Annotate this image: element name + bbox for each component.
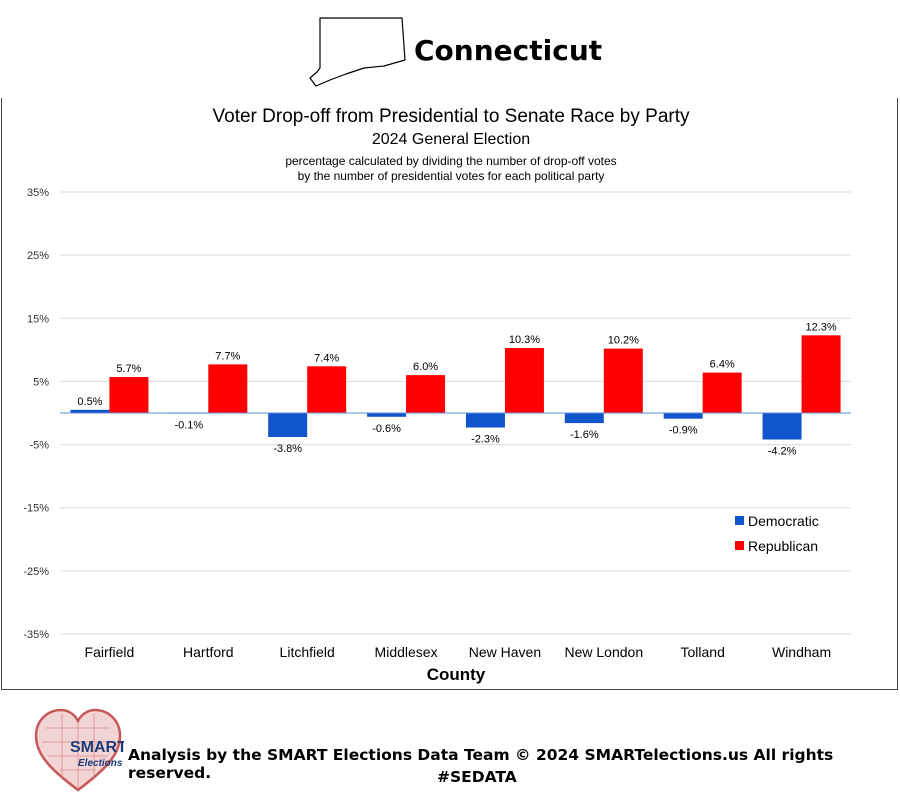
- bar-democratic: [465, 413, 505, 428]
- chart-frame: Voter Drop-off from Presidential to Sena…: [1, 98, 898, 690]
- data-label-republican: 6.4%: [710, 359, 735, 371]
- data-label-republican: 7.4%: [314, 352, 339, 364]
- data-label-republican: 10.3%: [509, 334, 540, 346]
- logo-text: SMART: [70, 739, 124, 756]
- chart-note-line-2: by the number of presidential votes for …: [298, 169, 605, 183]
- x-tick-label: New Haven: [469, 644, 541, 660]
- y-tick-label: 5%: [33, 376, 49, 388]
- data-label-republican: 6.0%: [413, 361, 438, 373]
- data-label-republican: 7.7%: [215, 350, 240, 362]
- chart-subtitle: 2024 General Election: [372, 131, 530, 148]
- legend-label-democratic: Democratic: [748, 513, 819, 529]
- bar-democratic: [663, 413, 703, 419]
- x-tick-label: New London: [565, 644, 644, 660]
- y-axis-ticks: 35% 25% 15% 5% -5% -15% -25% -35%: [23, 187, 49, 641]
- chart-note-line-1: percentage calculated by dividing the nu…: [285, 154, 616, 168]
- data-label-democratic: -0.9%: [669, 425, 698, 437]
- y-tick-label: -5%: [29, 440, 49, 452]
- y-tick-label: -15%: [23, 503, 49, 515]
- legend-swatch-democratic: [735, 516, 744, 525]
- bar-republican: [208, 364, 248, 413]
- legend-swatch-republican: [735, 541, 744, 550]
- bar-republican: [801, 335, 841, 413]
- bars: [60, 335, 851, 440]
- bar-republican: [406, 375, 446, 413]
- x-axis-title: County: [427, 665, 486, 684]
- bar-democratic: [367, 413, 407, 417]
- x-tick-label: Fairfield: [85, 644, 135, 660]
- bar-republican: [702, 372, 742, 413]
- x-axis-ticks: Fairfield Hartford Litchfield Middlesex New …: [85, 644, 832, 660]
- data-label-democratic: -2.3%: [471, 434, 500, 446]
- data-label-democratic: -3.8%: [273, 443, 302, 455]
- logo-subtext: Elections: [78, 758, 123, 769]
- data-label-democratic: 0.5%: [77, 396, 102, 408]
- data-label-republican: 5.7%: [116, 363, 141, 375]
- legend-label-republican: Republican: [748, 538, 818, 554]
- data-label-republican: 10.2%: [608, 335, 639, 347]
- data-label-democratic: -0.1%: [174, 420, 203, 432]
- data-labels: 0.5% 5.7% -0.1% 7.7% -3.8% 7.4% -0.6% 6.0% -2.3%…: [77, 321, 836, 457]
- x-tick-label: Windham: [772, 644, 831, 660]
- data-label-democratic: -4.2%: [768, 446, 797, 458]
- y-tick-label: 35%: [27, 187, 49, 199]
- x-tick-label: Tolland: [681, 644, 725, 660]
- x-tick-label: Middlesex: [375, 644, 438, 660]
- gridlines: [60, 191, 851, 635]
- bar-republican: [504, 347, 544, 413]
- bar-democratic: [564, 413, 604, 424]
- y-tick-label: 15%: [27, 313, 49, 325]
- bar-democratic: [268, 413, 308, 437]
- chart: Voter Drop-off from Presidential to Sena…: [23, 106, 851, 684]
- legend: Democratic Republican: [735, 513, 819, 554]
- connecticut-outline-icon: [309, 17, 406, 87]
- y-tick-label: -25%: [23, 566, 49, 578]
- copyright-credit: Analysis by the SMART Elections Data Tea…: [128, 746, 834, 782]
- y-tick-label: -35%: [23, 629, 49, 641]
- bar-republican: [109, 377, 149, 413]
- chart-title: Voter Drop-off from Presidential to Sena…: [213, 106, 690, 127]
- hashtag: #SEDATA: [437, 768, 517, 786]
- bar-republican: [603, 348, 643, 413]
- data-label-republican: 12.3%: [805, 321, 836, 333]
- bar-democratic: [762, 413, 802, 440]
- footer: SMART Elections Analysis by the SMART El…: [0, 696, 900, 800]
- state-name: Connecticut: [414, 34, 603, 67]
- smart-elections-logo: SMART Elections: [34, 708, 124, 792]
- data-label-democratic: -0.6%: [372, 423, 401, 435]
- header: Connecticut: [0, 0, 900, 98]
- x-tick-label: Hartford: [183, 644, 234, 660]
- data-label-democratic: -1.6%: [570, 429, 599, 441]
- x-tick-label: Litchfield: [280, 644, 335, 660]
- bar-democratic: [70, 409, 110, 413]
- bar-republican: [307, 366, 347, 413]
- y-tick-label: 25%: [27, 250, 49, 262]
